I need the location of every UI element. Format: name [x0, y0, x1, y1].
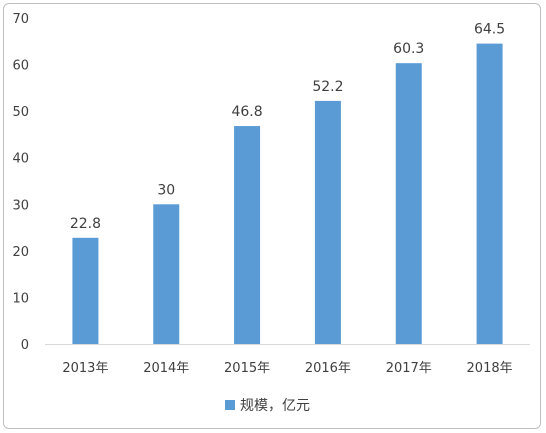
data-label: 30 — [157, 182, 175, 198]
y-tick-label: 20 — [12, 245, 29, 260]
bars — [72, 43, 503, 344]
y-tick-label: 70 — [12, 12, 29, 27]
x-tick-label: 2016年 — [305, 361, 351, 376]
legend: 规模，亿元 — [225, 398, 310, 414]
x-tick-label: 2017年 — [386, 361, 432, 376]
x-tick-label: 2018年 — [467, 361, 513, 376]
data-label: 64.5 — [474, 22, 505, 38]
data-label: 46.8 — [231, 104, 262, 120]
legend-swatch — [225, 400, 235, 410]
data-label: 22.8 — [70, 216, 101, 232]
x-tick-label: 2014年 — [143, 361, 189, 376]
y-tick-label: 30 — [12, 198, 29, 213]
y-axis-ticks: 0 10 20 30 40 50 60 70 — [12, 12, 29, 353]
x-axis-ticks: 2013年 2014年 2015年 2016年 2017年 2018年 — [62, 361, 512, 376]
y-tick-label: 10 — [12, 291, 29, 306]
bar — [314, 100, 341, 344]
bar — [72, 237, 99, 344]
data-label: 52.2 — [312, 79, 343, 95]
bar — [234, 126, 261, 344]
x-tick-label: 2015年 — [224, 361, 270, 376]
legend-label: 规模，亿元 — [240, 398, 310, 414]
data-labels: 22.8 30 46.8 52.2 60.3 64.5 — [70, 22, 505, 232]
bar — [153, 204, 180, 344]
y-tick-label: 50 — [12, 105, 29, 120]
bar — [476, 43, 503, 344]
y-tick-label: 60 — [12, 59, 29, 74]
chart-frame — [3, 3, 541, 429]
y-tick-label: 40 — [12, 152, 29, 167]
y-tick-label: 0 — [21, 338, 29, 353]
data-label: 60.3 — [393, 41, 424, 57]
bar — [395, 63, 422, 344]
x-tick-label: 2013年 — [62, 361, 108, 376]
